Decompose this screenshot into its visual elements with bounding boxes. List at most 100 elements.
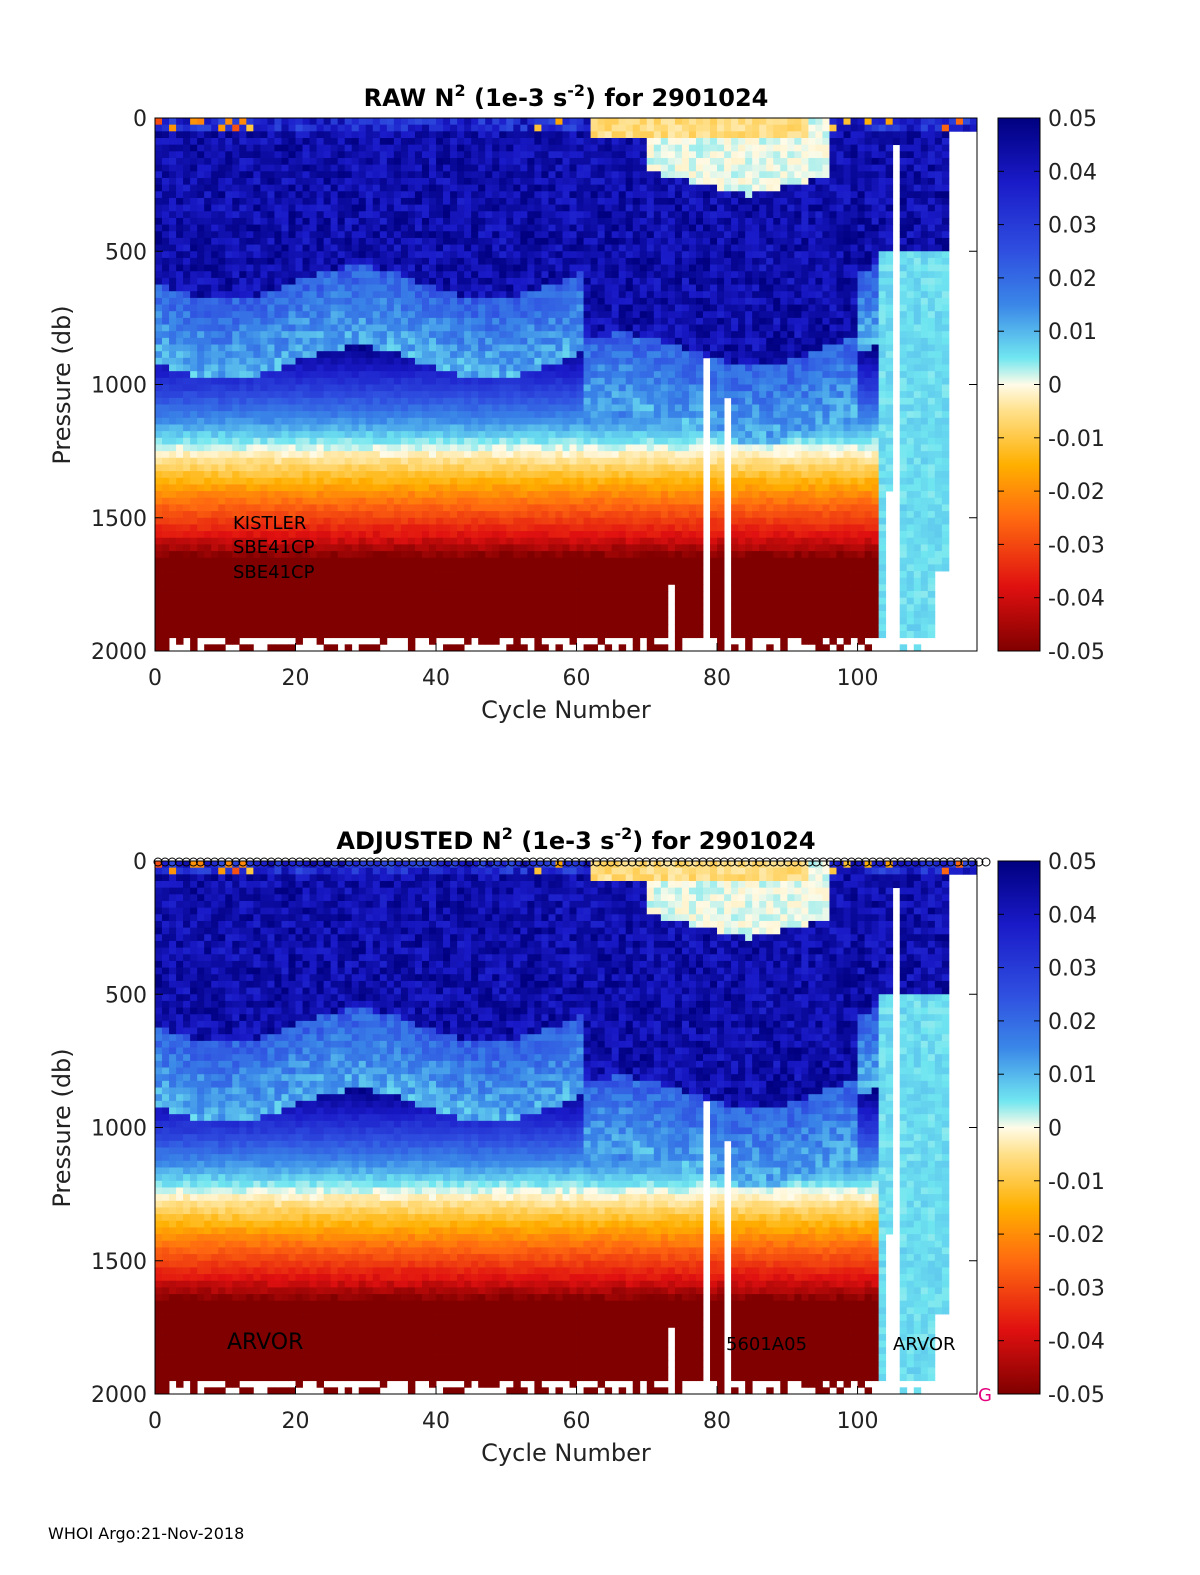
heat-cell xyxy=(302,371,310,379)
heat-cell xyxy=(443,617,451,625)
heat-cell xyxy=(239,284,247,292)
heat-cell xyxy=(309,497,317,505)
heat-cell xyxy=(351,157,360,166)
heat-cell xyxy=(365,484,374,492)
heat-cell xyxy=(218,277,226,285)
heat-cell xyxy=(232,424,240,432)
heat-cell xyxy=(471,471,479,479)
heat-cell xyxy=(316,637,325,645)
heat-cell xyxy=(204,431,212,439)
heat-cell xyxy=(499,231,507,239)
heat-cell xyxy=(288,584,296,592)
heat-cell xyxy=(499,431,507,439)
heat-cell xyxy=(204,271,212,279)
heat-cell xyxy=(569,464,577,472)
heat-cell xyxy=(569,118,577,126)
heat-cell xyxy=(288,451,296,459)
heat-cell xyxy=(379,611,388,619)
heat-cell xyxy=(281,337,289,345)
heat-cell xyxy=(471,131,479,139)
heat-cell xyxy=(506,264,514,272)
heat-cell xyxy=(379,417,388,425)
heat-cell xyxy=(358,257,367,265)
heat-cell xyxy=(190,531,198,539)
heat-cell xyxy=(288,524,296,532)
heat-cell xyxy=(232,184,240,192)
heat-cell xyxy=(499,417,507,425)
heat-cell xyxy=(246,624,254,632)
heat-cell xyxy=(464,404,472,412)
heat-cell xyxy=(344,118,353,126)
heat-cell xyxy=(436,304,444,312)
heat-cell xyxy=(337,531,346,539)
heat-cell xyxy=(492,577,500,585)
heat-cell xyxy=(379,371,388,379)
heat-cell xyxy=(492,137,500,146)
heat-cell xyxy=(197,457,205,465)
heat-cell xyxy=(548,224,556,232)
heat-cell xyxy=(379,284,388,292)
heat-cell xyxy=(562,304,570,312)
heat-cell xyxy=(513,471,521,479)
heat-cell xyxy=(541,284,549,292)
heat-cell xyxy=(555,564,563,572)
heat-cell xyxy=(513,424,521,432)
heat-cell xyxy=(309,437,317,445)
heat-cell xyxy=(443,231,451,239)
heat-cell xyxy=(569,351,577,359)
heat-cell xyxy=(211,277,219,285)
heat-cell xyxy=(429,371,437,379)
heat-cell xyxy=(281,491,289,499)
heat-cell xyxy=(190,537,198,545)
heat-cell xyxy=(450,157,458,166)
heat-cell xyxy=(527,324,535,332)
heat-cell xyxy=(583,197,591,206)
heat-cell xyxy=(436,397,444,405)
heat-cell xyxy=(225,397,233,405)
heat-cell xyxy=(379,217,388,225)
heat-cell xyxy=(288,204,296,212)
heat-cell xyxy=(309,504,317,512)
heat-cell xyxy=(162,124,170,132)
heat-cell xyxy=(183,404,191,412)
heat-cell xyxy=(239,457,247,465)
heat-cell xyxy=(218,291,226,299)
heat-cell xyxy=(225,264,233,272)
heat-cell xyxy=(253,524,261,532)
heat-cell xyxy=(302,171,310,179)
heat-cell xyxy=(246,444,254,452)
heat-cell xyxy=(527,457,535,465)
heat-cell xyxy=(295,144,303,152)
heat-cell xyxy=(471,137,479,146)
heat-cell xyxy=(281,151,289,159)
heat-cell xyxy=(534,324,542,332)
heat-cell xyxy=(232,444,240,452)
heat-cell xyxy=(429,251,437,259)
heat-cell xyxy=(513,124,521,132)
heat-cell xyxy=(407,624,416,632)
heat-cell xyxy=(590,511,599,519)
heat-cell xyxy=(218,471,226,479)
heat-cell xyxy=(309,477,317,485)
heat-cell xyxy=(478,577,486,585)
heat-cell xyxy=(344,424,353,432)
heat-cell xyxy=(492,524,500,532)
heat-cell xyxy=(302,271,310,279)
heat-cell xyxy=(471,317,479,325)
heat-cell xyxy=(169,564,177,572)
heat-cell xyxy=(597,311,606,319)
heat-cell xyxy=(176,231,184,239)
heat-cell xyxy=(267,324,275,332)
heat-cell xyxy=(429,284,437,292)
heat-cell xyxy=(393,631,402,639)
heat-cell xyxy=(176,611,184,619)
heat-cell xyxy=(492,344,500,352)
heat-cell xyxy=(204,124,212,132)
heat-cell xyxy=(253,271,261,279)
heat-cell xyxy=(365,477,374,485)
heat-cell xyxy=(590,564,599,572)
heat-cell xyxy=(218,324,226,332)
heat-cell xyxy=(590,244,599,252)
heat-cell xyxy=(211,624,219,632)
heat-cell xyxy=(302,297,310,305)
